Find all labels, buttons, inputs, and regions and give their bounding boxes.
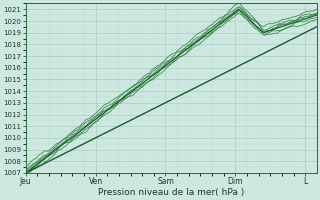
X-axis label: Pression niveau de la mer( hPa ): Pression niveau de la mer( hPa ) [98, 188, 244, 197]
